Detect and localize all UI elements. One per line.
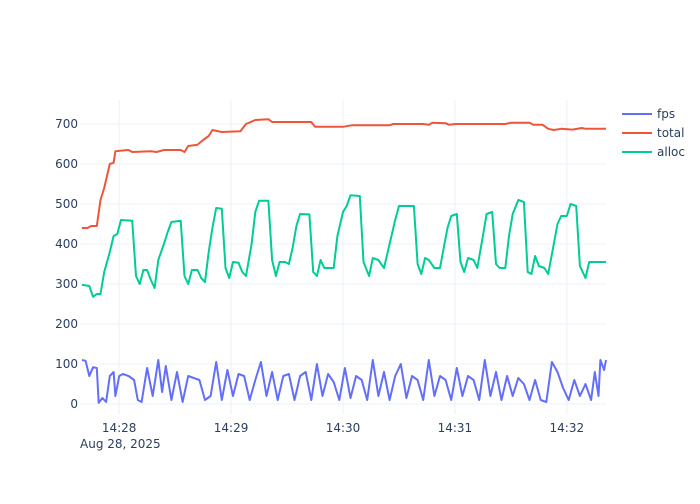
- y-tick-label: 100: [55, 357, 78, 371]
- x-axis-date-label: Aug 28, 2025: [80, 437, 161, 451]
- y-axis: 0 100 200 300 400 500 600 700: [55, 117, 78, 411]
- y-tick-label: 700: [55, 117, 78, 131]
- x-tick-label: 14:30: [326, 421, 361, 435]
- legend-item-alloc[interactable]: alloc: [622, 145, 685, 159]
- series-line-alloc[interactable]: [81, 194, 606, 298]
- legend-item-total[interactable]: total: [622, 126, 684, 140]
- x-tick-label: 14:28: [102, 421, 137, 435]
- x-axis: 14:28 14:29 14:30 14:31 14:32: [102, 421, 584, 435]
- y-tick-label: 400: [55, 237, 78, 251]
- x-tick-label: 14:31: [438, 421, 473, 435]
- y-tick-label: 600: [55, 157, 78, 171]
- legend[interactable]: fps total alloc: [622, 107, 685, 159]
- legend-label: total: [657, 126, 684, 140]
- y-tick-label: 500: [55, 197, 78, 211]
- legend-label: fps: [657, 107, 675, 121]
- y-tick-label: 0: [70, 397, 78, 411]
- plot-area[interactable]: [81, 118, 607, 404]
- y-tick-label: 200: [55, 317, 78, 331]
- gridlines: [80, 100, 606, 414]
- legend-label: alloc: [657, 145, 685, 159]
- y-tick-label: 300: [55, 277, 78, 291]
- series-line-fps[interactable]: [81, 359, 607, 404]
- legend-item-fps[interactable]: fps: [622, 107, 675, 121]
- series-line-total[interactable]: [81, 118, 606, 229]
- x-tick-label: 14:32: [550, 421, 585, 435]
- x-tick-label: 14:29: [214, 421, 249, 435]
